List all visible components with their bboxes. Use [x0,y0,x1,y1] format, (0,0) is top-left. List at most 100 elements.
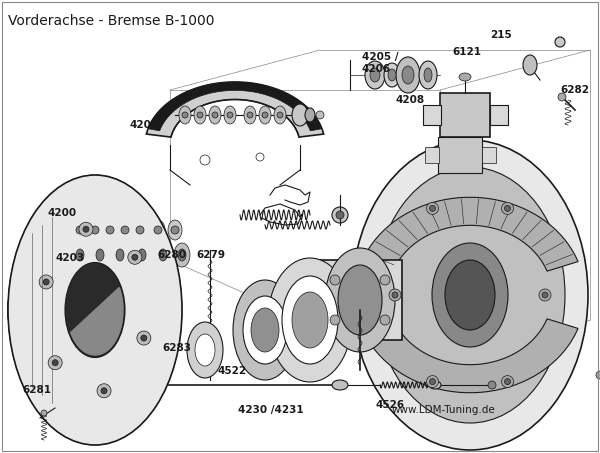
Circle shape [128,251,142,264]
Ellipse shape [195,334,215,366]
Ellipse shape [65,262,125,357]
Ellipse shape [375,167,565,423]
Polygon shape [362,319,578,393]
Circle shape [97,384,111,398]
Bar [440,93,490,137]
Ellipse shape [8,186,166,434]
Text: 4230 /4231: 4230 /4231 [238,405,304,415]
Circle shape [380,315,390,325]
Ellipse shape [8,197,150,423]
Ellipse shape [332,380,348,390]
Text: 4201: 4201 [130,120,159,130]
Ellipse shape [419,61,437,89]
Ellipse shape [268,258,352,382]
Ellipse shape [388,69,396,81]
Ellipse shape [338,265,382,335]
Text: 4526: 4526 [375,400,404,410]
Ellipse shape [92,243,108,267]
Ellipse shape [155,243,171,267]
Ellipse shape [76,249,84,261]
Polygon shape [362,198,578,271]
Circle shape [505,205,511,212]
Ellipse shape [88,220,102,240]
Ellipse shape [8,175,182,445]
Circle shape [212,112,218,118]
Bar [482,147,496,163]
Ellipse shape [168,220,182,240]
Circle shape [101,388,107,394]
Circle shape [330,275,340,285]
Ellipse shape [112,243,128,267]
Ellipse shape [133,220,147,240]
Ellipse shape [244,106,256,124]
Bar [425,147,439,163]
Circle shape [76,226,84,234]
Circle shape [247,112,253,118]
Circle shape [380,275,390,285]
Circle shape [502,202,514,214]
Circle shape [43,279,49,285]
Circle shape [330,315,340,325]
Ellipse shape [179,106,191,124]
Ellipse shape [116,249,124,261]
Ellipse shape [174,243,190,267]
Bar [320,260,402,340]
Bar [490,105,508,125]
Ellipse shape [178,249,186,261]
Ellipse shape [8,219,118,401]
Ellipse shape [459,73,471,81]
Text: 4205 /
4206: 4205 / 4206 [362,52,398,73]
Ellipse shape [151,220,165,240]
Circle shape [542,292,548,298]
Ellipse shape [251,308,279,352]
Text: 4522: 4522 [218,366,247,376]
Circle shape [389,289,401,301]
Ellipse shape [259,106,271,124]
Ellipse shape [159,249,167,261]
Circle shape [132,254,138,260]
Ellipse shape [523,55,537,75]
Circle shape [52,360,58,366]
Circle shape [558,93,566,101]
Text: Vorderachse - Bremse B-1000: Vorderachse - Bremse B-1000 [8,14,215,28]
Ellipse shape [352,140,588,450]
Circle shape [137,331,151,345]
Circle shape [430,205,436,212]
Text: 6282: 6282 [560,85,589,95]
Circle shape [555,37,565,47]
Ellipse shape [103,220,117,240]
Text: 4203: 4203 [55,253,84,263]
Circle shape [154,226,162,234]
Circle shape [41,410,47,416]
Ellipse shape [243,296,287,364]
Circle shape [427,202,439,214]
Text: 4200: 4200 [48,208,77,218]
Ellipse shape [305,108,315,122]
Ellipse shape [8,175,182,445]
Circle shape [392,292,398,298]
Circle shape [121,226,129,234]
Ellipse shape [274,106,286,124]
Circle shape [104,377,120,393]
Ellipse shape [365,61,385,89]
Polygon shape [146,82,323,137]
Text: www.LDM-Tuning.de: www.LDM-Tuning.de [392,405,496,415]
Circle shape [171,226,179,234]
Ellipse shape [384,63,400,87]
Circle shape [277,112,283,118]
Circle shape [336,211,344,219]
Circle shape [182,112,188,118]
Ellipse shape [134,243,150,267]
Ellipse shape [445,260,495,330]
Ellipse shape [282,276,338,364]
Ellipse shape [432,243,508,347]
Text: 6283: 6283 [162,343,191,353]
Circle shape [332,207,348,223]
Ellipse shape [72,243,88,267]
Circle shape [79,222,93,236]
Circle shape [502,376,514,388]
Ellipse shape [209,106,221,124]
Ellipse shape [194,106,206,124]
Ellipse shape [8,230,102,390]
Polygon shape [148,82,322,131]
